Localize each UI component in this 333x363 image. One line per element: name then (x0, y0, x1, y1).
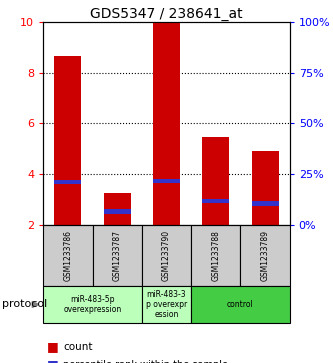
Bar (191, 286, 290, 323)
Bar (153, 22, 180, 225)
Text: percentile rank within the sample: percentile rank within the sample (63, 360, 228, 363)
Bar (202, 138, 229, 225)
Bar (240, 225, 290, 286)
Bar (54, 180, 82, 184)
Bar (43, 225, 93, 286)
Text: GSM1233786: GSM1233786 (63, 230, 73, 281)
Title: GDS5347 / 238641_at: GDS5347 / 238641_at (90, 7, 243, 21)
Bar (153, 179, 180, 183)
Bar (202, 199, 229, 203)
Text: ■: ■ (47, 340, 58, 353)
Text: GSM1233790: GSM1233790 (162, 230, 171, 281)
Text: GSM1233788: GSM1233788 (211, 230, 220, 281)
Bar (104, 209, 131, 213)
Text: miR-483-5p
overexpression: miR-483-5p overexpression (64, 295, 122, 314)
Bar (251, 151, 279, 225)
Bar (142, 286, 191, 323)
Text: protocol: protocol (2, 299, 47, 309)
Bar (93, 225, 142, 286)
Bar (104, 193, 131, 225)
Bar (43, 286, 142, 323)
Bar (251, 201, 279, 206)
Text: miR-483-3
p overexpr
ession: miR-483-3 p overexpr ession (146, 290, 187, 319)
Text: ■: ■ (47, 358, 58, 363)
Text: count: count (63, 342, 93, 352)
Bar (54, 56, 82, 225)
Bar (142, 225, 191, 286)
Text: GSM1233789: GSM1233789 (260, 230, 270, 281)
Text: control: control (227, 300, 254, 309)
Text: GSM1233787: GSM1233787 (113, 230, 122, 281)
Bar (191, 225, 240, 286)
